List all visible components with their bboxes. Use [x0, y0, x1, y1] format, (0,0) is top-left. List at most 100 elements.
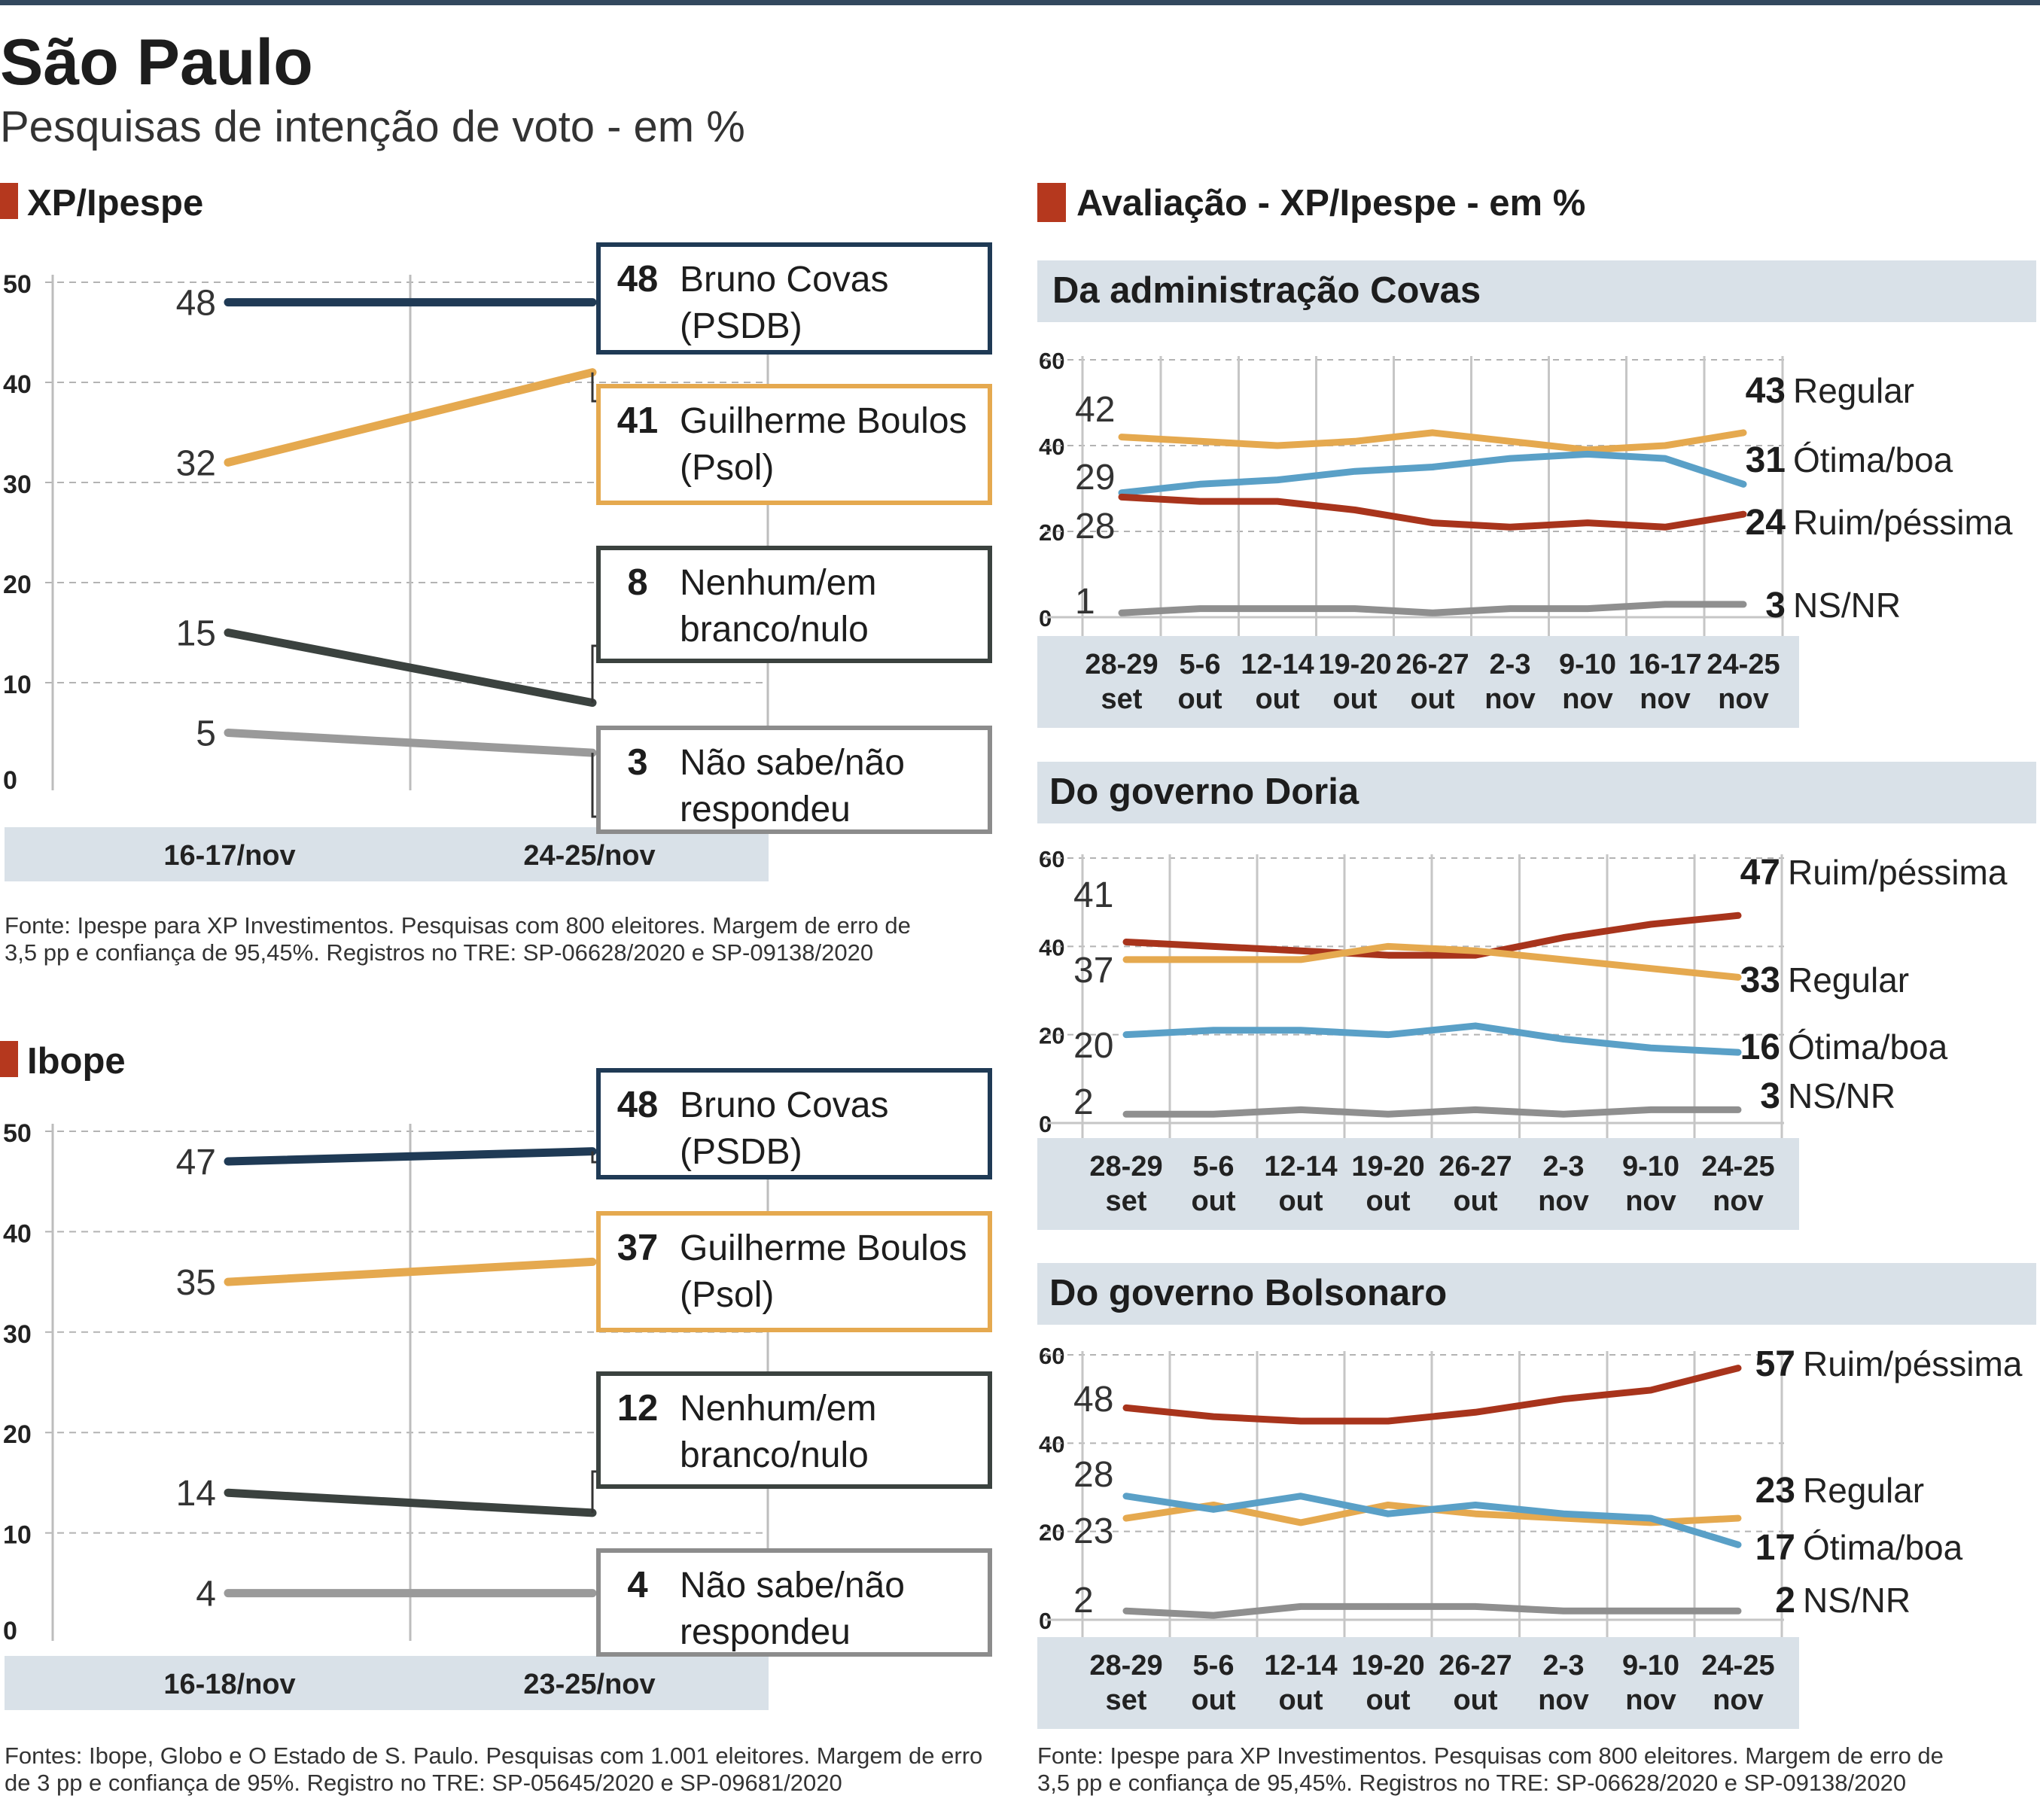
source-aval-line2: 3,5 pp e confiança de 95,45%. Registros … — [1037, 1770, 1906, 1796]
bolsonaro-point-otima-boa-1 — [1213, 1508, 1214, 1511]
bolsonaro-point-otima-boa-5 — [1563, 1513, 1564, 1515]
covas-point-regular-5 — [1509, 440, 1511, 443]
ibope-ytick-20: 20 — [3, 1420, 32, 1449]
covas-xlabel-top-6: 9-10 — [1559, 649, 1616, 680]
covas-point-ns-nr-3 — [1354, 607, 1356, 610]
doria-point-ns-nr-7 — [1737, 1109, 1739, 1111]
doria-point-otima-boa-4 — [1475, 1024, 1476, 1027]
ibope-box-nao-sabe-nao — [596, 1548, 992, 1657]
covas-point-otima-boa-1 — [1199, 483, 1201, 485]
doria-xlabel-bottom-7: nov — [1713, 1185, 1764, 1217]
doria-point-regular-5 — [1563, 958, 1564, 960]
bolsonaro-point-ns-nr-3 — [1387, 1605, 1389, 1608]
doria-end-name-ruim-pessima: Ruim/péssima — [1788, 853, 2008, 892]
bolsonaro-point-ns-nr-2 — [1300, 1605, 1302, 1608]
covas-xlabel-bottom-3: out — [1332, 683, 1377, 715]
doria-point-regular-2 — [1300, 958, 1302, 960]
doria-point-regular-3 — [1387, 945, 1389, 948]
covas-xlabel-bottom-0: set — [1101, 683, 1143, 715]
bolsonaro-point-otima-boa-0 — [1125, 1495, 1127, 1497]
chart-title-doria: Do governo Doria — [1049, 772, 1359, 812]
covas-point-otima-boa-4 — [1432, 466, 1433, 468]
doria-xlabel-top-5: 2-3 — [1543, 1151, 1585, 1182]
bolsonaro-xlabel-top-7: 24-25 — [1701, 1650, 1774, 1682]
bolsonaro-xlabel-bottom-3: out — [1366, 1685, 1410, 1716]
doria-end-value-otima-boa: 16 — [1740, 1027, 1780, 1067]
doria-line-regular — [1122, 942, 1742, 981]
band-bolsonaro — [1037, 1263, 2036, 1325]
section-title-aval: Avaliação - XP/Ipespe - em % — [1076, 183, 1585, 224]
ibope-box-name-nao-sabe-nao: Não sabe/não — [680, 1566, 905, 1605]
doria-point-regular-1 — [1213, 958, 1214, 960]
doria-end-name-regular: Regular — [1788, 960, 1909, 1000]
covas-xlabel-top-7: 16-17 — [1628, 649, 1701, 680]
doria-point-ns-nr-3 — [1387, 1113, 1389, 1115]
doria-xlabel-bottom-1: out — [1191, 1185, 1235, 1217]
covas-xlabel-top-8: 24-25 — [1707, 649, 1780, 680]
bolsonaro-xlabel-bottom-5: nov — [1538, 1685, 1589, 1716]
ibope-xlabel-23-25-nov: 23-25/nov — [523, 1669, 655, 1700]
covas-end-value-otima-boa: 31 — [1746, 440, 1786, 480]
bolsonaro-point-ns-nr-7 — [1737, 1610, 1739, 1612]
bolsonaro-point-regular-0 — [1125, 1517, 1127, 1520]
chart-title-covas: Da administração Covas — [1052, 270, 1481, 311]
bolsonaro-point-otima-boa-3 — [1387, 1513, 1389, 1515]
covas-point-regular-6 — [1587, 449, 1588, 451]
xp-ytick-30: 30 — [3, 470, 32, 499]
bolsonaro-xlabel-top-1: 5-6 — [1193, 1650, 1235, 1682]
bolsonaro-end-value-ns-nr: 2 — [1775, 1581, 1795, 1621]
doria-point-ruim-pessima-3 — [1387, 954, 1389, 957]
bolsonaro-point-regular-2 — [1300, 1521, 1302, 1523]
xp-box-nenhum-em — [596, 546, 992, 663]
xp-xlabel-24-25-nov: 24-25/nov — [523, 840, 655, 872]
covas-point-regular-7 — [1664, 445, 1666, 446]
doria-point-otima-boa-5 — [1563, 1038, 1564, 1040]
doria-end-value-ns-nr: 3 — [1760, 1076, 1780, 1116]
doria-line-otima-boa — [1122, 1022, 1742, 1056]
covas-ytick-60: 60 — [1039, 348, 1064, 374]
covas-point-ruim-pessima-4 — [1432, 522, 1433, 524]
doria-point-ruim-pessima-5 — [1563, 936, 1564, 939]
xp-box-value-guilherme-boulos: 41 — [617, 400, 659, 441]
bolsonaro-end-name-otima-boa: Ótima/boa — [1803, 1528, 1963, 1567]
doria-point-ruim-pessima-0 — [1125, 941, 1127, 943]
covas-point-regular-1 — [1199, 440, 1201, 443]
covas-point-ruim-pessima-3 — [1354, 509, 1356, 511]
xp-ytick-10: 10 — [3, 671, 32, 699]
doria-xlabel-top-0: 28-29 — [1089, 1151, 1162, 1182]
covas-line-otima-boa — [1118, 450, 1747, 497]
bolsonaro-xlabel-bottom-1: out — [1191, 1685, 1235, 1716]
doria-point-ruim-pessima-4 — [1475, 954, 1476, 957]
xp-box-name-nao-sabe-nao: Não sabe/não — [680, 743, 905, 783]
xp-box-guilherme-boulos — [596, 384, 992, 505]
covas-point-otima-boa-3 — [1354, 470, 1356, 473]
bolsonaro-line-otima-boa — [1122, 1493, 1742, 1548]
covas-point-otima-boa-6 — [1587, 453, 1588, 455]
covas-end-value-regular: 43 — [1746, 371, 1786, 411]
covas-point-ns-nr-4 — [1432, 612, 1433, 614]
xp-start-value-bruno-covas: 48 — [176, 284, 216, 324]
bolsonaro-xlabel-top-2: 12-14 — [1264, 1650, 1337, 1682]
doria-xlabel-bottom-4: out — [1453, 1185, 1497, 1217]
covas-end-name-otima-boa: Ótima/boa — [1793, 440, 1953, 479]
doria-xlabel-top-3: 19-20 — [1351, 1151, 1424, 1182]
bolsonaro-point-ruim-pessima-2 — [1300, 1420, 1302, 1422]
ibope-box-value-nenhum-em: 12 — [617, 1388, 659, 1429]
bolsonaro-point-ruim-pessima-6 — [1650, 1389, 1652, 1391]
ibope-box-guilherme-boulos — [596, 1211, 992, 1332]
covas-end-value-ns-nr: 3 — [1765, 586, 1786, 625]
doria-ytick-20: 20 — [1039, 1023, 1064, 1049]
covas-point-ns-nr-5 — [1509, 607, 1511, 610]
ibope-box-value-guilherme-boulos: 37 — [617, 1228, 659, 1268]
covas-point-regular-3 — [1354, 440, 1356, 443]
doria-point-ns-nr-4 — [1475, 1109, 1476, 1111]
covas-xlabel-top-0: 28-29 — [1085, 649, 1158, 680]
xp-box-name-guilherme-boulos: Guilherme Boulos — [680, 401, 967, 441]
covas-start-label-regular: 42 — [1075, 390, 1115, 430]
doria-start-label-ns-nr: 2 — [1073, 1082, 1094, 1122]
covas-point-ruim-pessima-7 — [1664, 526, 1666, 528]
ibope-start-value-guilherme-boulos: 35 — [176, 1263, 216, 1303]
covas-xlabel-bottom-7: nov — [1640, 683, 1691, 715]
doria-point-ns-nr-1 — [1213, 1113, 1214, 1115]
